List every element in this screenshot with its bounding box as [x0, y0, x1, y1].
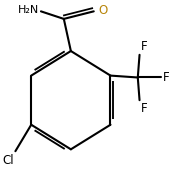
- Text: F: F: [162, 71, 169, 84]
- Text: H₂N: H₂N: [18, 5, 39, 15]
- Text: F: F: [141, 102, 148, 115]
- Text: O: O: [98, 4, 107, 17]
- Text: F: F: [141, 40, 148, 53]
- Text: Cl: Cl: [2, 154, 14, 167]
